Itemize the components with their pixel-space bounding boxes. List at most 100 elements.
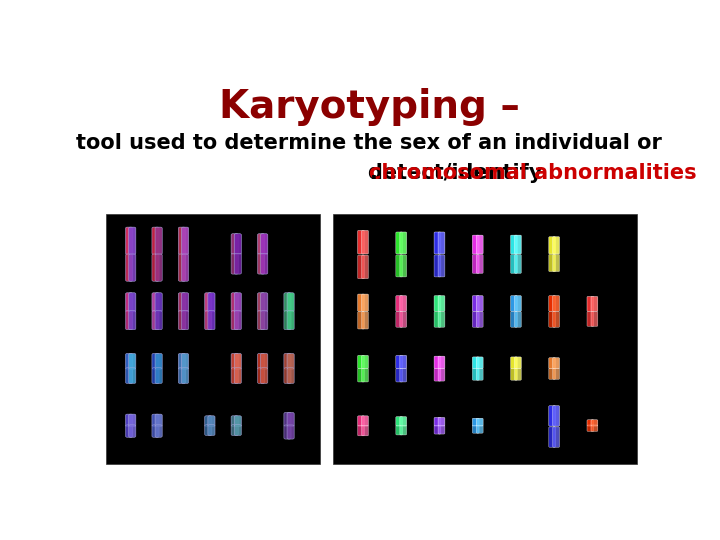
FancyBboxPatch shape	[261, 293, 268, 312]
FancyBboxPatch shape	[477, 312, 483, 327]
FancyBboxPatch shape	[477, 254, 483, 273]
FancyBboxPatch shape	[587, 312, 594, 326]
Text: detect/identify: detect/identify	[368, 163, 549, 183]
FancyBboxPatch shape	[125, 368, 132, 383]
FancyBboxPatch shape	[549, 237, 556, 254]
Bar	[333, 214, 636, 464]
FancyBboxPatch shape	[358, 231, 364, 254]
FancyBboxPatch shape	[125, 254, 132, 281]
FancyBboxPatch shape	[438, 368, 445, 381]
FancyBboxPatch shape	[152, 227, 159, 254]
FancyBboxPatch shape	[231, 293, 238, 312]
FancyBboxPatch shape	[472, 295, 479, 312]
FancyBboxPatch shape	[591, 420, 598, 426]
FancyBboxPatch shape	[434, 368, 441, 381]
Text: tool used to determine the sex of an individual or: tool used to determine the sex of an ind…	[76, 133, 662, 153]
FancyBboxPatch shape	[261, 253, 268, 274]
FancyBboxPatch shape	[400, 232, 407, 254]
FancyBboxPatch shape	[152, 368, 159, 383]
FancyBboxPatch shape	[472, 357, 479, 369]
FancyBboxPatch shape	[396, 312, 402, 327]
FancyBboxPatch shape	[261, 354, 268, 369]
FancyBboxPatch shape	[287, 310, 294, 330]
FancyBboxPatch shape	[284, 293, 291, 312]
FancyBboxPatch shape	[125, 414, 132, 427]
FancyBboxPatch shape	[477, 368, 483, 380]
FancyBboxPatch shape	[284, 425, 291, 439]
FancyBboxPatch shape	[234, 354, 241, 369]
FancyBboxPatch shape	[472, 235, 479, 254]
FancyBboxPatch shape	[287, 354, 294, 369]
FancyBboxPatch shape	[129, 425, 136, 437]
FancyBboxPatch shape	[204, 425, 212, 435]
FancyBboxPatch shape	[284, 368, 291, 383]
FancyBboxPatch shape	[361, 416, 369, 426]
FancyBboxPatch shape	[591, 312, 598, 326]
FancyBboxPatch shape	[125, 227, 132, 254]
FancyBboxPatch shape	[125, 425, 132, 437]
FancyBboxPatch shape	[261, 368, 268, 383]
FancyBboxPatch shape	[361, 312, 369, 329]
FancyBboxPatch shape	[515, 312, 521, 327]
FancyBboxPatch shape	[181, 310, 189, 330]
FancyBboxPatch shape	[472, 426, 479, 433]
FancyBboxPatch shape	[396, 295, 402, 312]
FancyBboxPatch shape	[129, 293, 136, 312]
FancyBboxPatch shape	[234, 293, 241, 312]
FancyBboxPatch shape	[179, 310, 186, 330]
FancyBboxPatch shape	[179, 293, 186, 312]
FancyBboxPatch shape	[258, 293, 265, 312]
FancyBboxPatch shape	[358, 426, 364, 436]
FancyBboxPatch shape	[549, 357, 556, 369]
FancyBboxPatch shape	[287, 293, 294, 312]
FancyBboxPatch shape	[515, 357, 521, 369]
FancyBboxPatch shape	[155, 254, 162, 281]
FancyBboxPatch shape	[231, 234, 238, 254]
FancyBboxPatch shape	[400, 369, 407, 382]
FancyBboxPatch shape	[258, 310, 265, 330]
FancyBboxPatch shape	[434, 426, 441, 434]
FancyBboxPatch shape	[287, 368, 294, 383]
FancyBboxPatch shape	[155, 425, 162, 437]
FancyBboxPatch shape	[125, 354, 132, 369]
FancyBboxPatch shape	[204, 293, 212, 312]
FancyBboxPatch shape	[400, 426, 407, 435]
FancyBboxPatch shape	[204, 416, 212, 427]
FancyBboxPatch shape	[284, 310, 291, 330]
FancyBboxPatch shape	[234, 416, 241, 427]
FancyBboxPatch shape	[152, 254, 159, 281]
FancyBboxPatch shape	[155, 227, 162, 254]
FancyBboxPatch shape	[400, 417, 407, 426]
FancyBboxPatch shape	[587, 420, 594, 426]
FancyBboxPatch shape	[129, 354, 136, 369]
FancyBboxPatch shape	[208, 425, 215, 435]
FancyBboxPatch shape	[155, 310, 162, 330]
FancyBboxPatch shape	[208, 293, 215, 312]
FancyBboxPatch shape	[258, 234, 265, 254]
FancyBboxPatch shape	[181, 227, 189, 254]
FancyBboxPatch shape	[477, 426, 483, 433]
FancyBboxPatch shape	[234, 234, 241, 254]
FancyBboxPatch shape	[155, 414, 162, 427]
FancyBboxPatch shape	[549, 427, 556, 447]
FancyBboxPatch shape	[181, 293, 189, 312]
FancyBboxPatch shape	[472, 368, 479, 380]
FancyBboxPatch shape	[231, 354, 238, 369]
FancyBboxPatch shape	[510, 235, 518, 254]
FancyBboxPatch shape	[553, 406, 559, 426]
FancyBboxPatch shape	[438, 295, 445, 312]
FancyBboxPatch shape	[234, 310, 241, 330]
FancyBboxPatch shape	[234, 425, 241, 435]
Text: Karyotyping –: Karyotyping –	[219, 87, 519, 126]
FancyBboxPatch shape	[587, 296, 594, 312]
FancyBboxPatch shape	[284, 354, 291, 369]
FancyBboxPatch shape	[434, 232, 441, 254]
FancyBboxPatch shape	[287, 425, 294, 439]
FancyBboxPatch shape	[261, 310, 268, 330]
FancyBboxPatch shape	[152, 414, 159, 427]
FancyBboxPatch shape	[129, 368, 136, 383]
FancyBboxPatch shape	[553, 295, 559, 312]
FancyBboxPatch shape	[515, 368, 521, 380]
FancyBboxPatch shape	[287, 413, 294, 427]
FancyBboxPatch shape	[591, 425, 598, 431]
